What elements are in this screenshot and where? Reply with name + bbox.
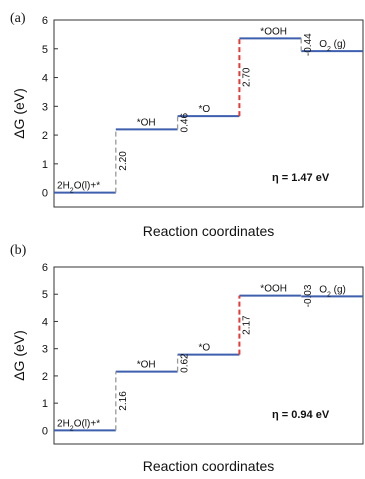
- y-tick-label: 6: [42, 262, 48, 274]
- y-tick-label: 0: [42, 425, 48, 437]
- y-axis-label: ΔG (eV): [11, 330, 27, 381]
- y-axis-label: ΔG (eV): [11, 88, 27, 139]
- x-axis-label: Reaction coordinates: [143, 223, 275, 239]
- step-energy-label: 0.46: [180, 113, 191, 133]
- y-tick-label: 1: [42, 159, 48, 171]
- y-tick-label: 3: [42, 101, 48, 113]
- step-energy-label: 2.17: [241, 315, 252, 335]
- state-label: 2H2O(l)+*: [57, 181, 100, 195]
- step-energy-label: 2.20: [118, 151, 129, 171]
- overpotential-annotation: η = 0.94 eV: [272, 409, 330, 421]
- y-tick-label: 1: [42, 398, 48, 410]
- plot-frame: [53, 266, 364, 445]
- chart-panel-b: (b) 0 1 2 3 4 5 6 ΔG (eV) Reaction coordinates 2H2…: [10, 243, 364, 474]
- panel-label: (b): [10, 243, 27, 258]
- chart-panel-a: (a) 0 1 2 3 4 5 6 ΔG (eV) Reaction coordinates 2H2…: [10, 11, 364, 239]
- state-label: *OH: [137, 117, 156, 128]
- x-axis-label: Reaction coordinates: [143, 458, 275, 474]
- step-energy-label: 2.16: [118, 391, 129, 411]
- state-label: *OH: [137, 360, 156, 371]
- y-tick-label: 0: [42, 188, 48, 200]
- step-energy-label: -0.03: [303, 284, 314, 307]
- panel-label: (a): [10, 11, 26, 26]
- state-label: *O: [199, 104, 211, 115]
- y-tick-label: 5: [42, 289, 48, 301]
- y-tick-label: 2: [42, 130, 48, 142]
- step-energy-label: -0.44: [303, 33, 314, 56]
- state-label: *OOH: [260, 26, 287, 37]
- step-energy-label: 2.70: [241, 67, 252, 87]
- state-label: *O: [199, 343, 211, 354]
- plot-frame: [53, 19, 364, 208]
- y-tick-label: 4: [42, 73, 48, 85]
- state-label: 2H2O(l)+*: [57, 418, 100, 432]
- state-label: *OOH: [260, 284, 287, 295]
- y-tick-label: 3: [42, 344, 48, 356]
- state-label: O2 (g): [319, 39, 346, 53]
- overpotential-annotation: η = 1.47 eV: [272, 172, 330, 184]
- y-tick-label: 4: [42, 316, 48, 328]
- y-tick-label: 2: [42, 371, 48, 383]
- y-tick-label: 6: [42, 15, 48, 27]
- state-label: O2 (g): [319, 284, 346, 298]
- y-tick-label: 5: [42, 44, 48, 56]
- step-energy-label: 0.62: [180, 353, 191, 373]
